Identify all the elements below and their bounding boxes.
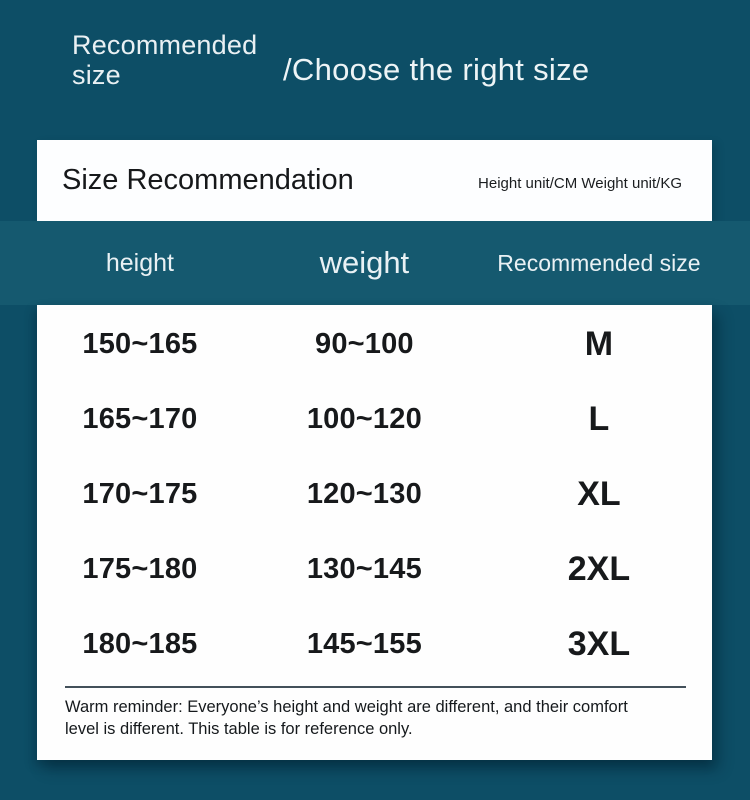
weight-cell: 100~120 (306, 403, 422, 435)
footer-divider (65, 686, 686, 688)
weight-cell: 90~100 (314, 328, 414, 360)
table-row: 180~185 145~155 3XL (37, 607, 712, 682)
size-cell: L (588, 400, 610, 438)
size-cell: M (584, 325, 614, 363)
height-cell: 170~175 (82, 478, 198, 510)
weight-cell: 145~155 (306, 628, 422, 660)
table-header-band: height weight Recommended size (0, 221, 750, 305)
size-cell: 2XL (567, 550, 631, 588)
column-header-recommended-size: Recommended size (497, 249, 701, 276)
weight-cell: 130~145 (306, 553, 422, 585)
height-cell: 180~185 (82, 628, 198, 660)
table-row: 170~175 120~130 XL (37, 457, 712, 532)
warm-reminder-line2: level is different. This table is for re… (65, 719, 413, 738)
height-cell: 165~170 (82, 403, 198, 435)
warm-reminder-line1: Warm reminder: Everyone’s height and wei… (65, 698, 628, 716)
table-header-row: height weight Recommended size (37, 221, 712, 305)
banner-title: Size Recommendation (62, 164, 354, 196)
table-row: 165~170 100~120 L (37, 382, 712, 457)
table-row: 150~165 90~100 M (37, 307, 712, 382)
size-table-card: 150~165 90~100 M 165~170 100~120 L 170~1… (37, 305, 712, 760)
column-header-height: height (105, 248, 174, 277)
size-cell: XL (577, 475, 621, 513)
page-title: Recommended size (72, 30, 258, 90)
column-header-weight: weight (319, 245, 410, 280)
table-row: 175~180 130~145 2XL (37, 532, 712, 607)
height-cell: 150~165 (82, 328, 198, 360)
page-subtitle: /Choose the right size (283, 52, 590, 87)
units-note: Height unit/CM Weight unit/KG (478, 175, 682, 192)
size-cell: 3XL (567, 625, 631, 663)
size-recommendation-banner: Size Recommendation Height unit/CM Weigh… (37, 140, 712, 221)
warm-reminder-note: Warm reminder: Everyone’s height and wei… (65, 697, 672, 741)
height-cell: 175~180 (82, 553, 198, 585)
weight-cell: 120~130 (306, 478, 422, 510)
